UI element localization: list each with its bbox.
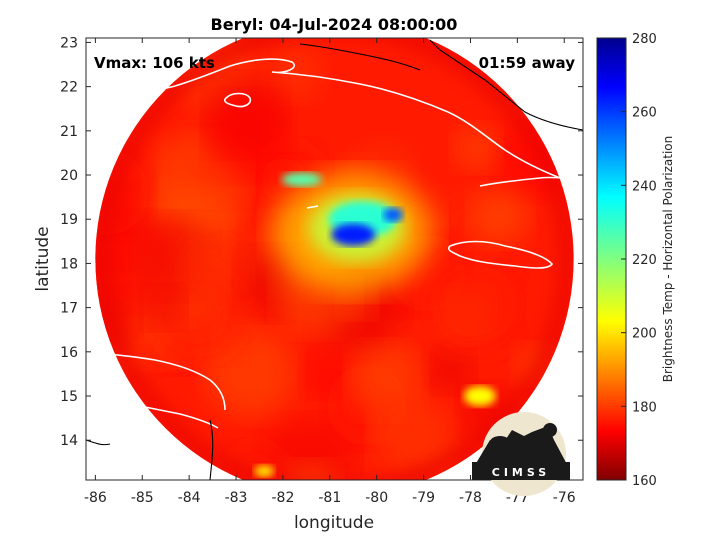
feature-eyewall-core-east (383, 207, 404, 222)
x-tick-label: -84 (178, 490, 201, 506)
y-tick-label: 19 (60, 212, 78, 228)
x-tick-label: -83 (225, 490, 248, 506)
x-tick-label: -85 (131, 490, 154, 506)
y-tick-label: 17 (60, 301, 78, 317)
vmax-annotation: Vmax: 106 kts (94, 54, 215, 72)
coast-honduras (86, 351, 226, 411)
colorbar-ticks: 160 180 200 220 240 260 280 (621, 32, 657, 489)
swath-texture-blob (372, 396, 453, 477)
swath-texture-blob (182, 237, 249, 304)
chart-title: Beryl: 04-Jul-2024 08:00:00 (211, 15, 458, 34)
swath-texture-blob (453, 124, 500, 171)
feature-eyewall-core-south (331, 223, 376, 246)
coast-jamaica (447, 240, 554, 269)
logo-text: CIMSS (492, 466, 550, 479)
colorbar-label: Brightness Temp - Horizontal Polarizatio… (661, 136, 675, 383)
swath-texture-blob (426, 344, 474, 393)
coast-black-south (209, 419, 214, 480)
x-tick-label: -81 (318, 490, 341, 506)
swath-texture-blob (470, 186, 531, 246)
colorbar-tick-label: 260 (632, 106, 657, 121)
colorbar-tick-label: 160 (632, 474, 657, 489)
swath-texture-blob (281, 462, 339, 480)
y-axis: 14 15 16 17 18 19 20 21 22 23 (60, 35, 583, 449)
x-tick-label: -80 (365, 490, 388, 506)
coastlines-white (86, 58, 583, 429)
x-tick-label: -82 (271, 490, 294, 506)
x-axis-label: longitude (294, 513, 374, 533)
feature-southwest-spot (254, 465, 275, 478)
swath-texture-blob (204, 326, 296, 419)
coast-hispaniola (479, 176, 583, 187)
coast-black-sw (86, 439, 111, 446)
away-annotation: 01:59 away (479, 54, 576, 72)
axes-box (85, 37, 584, 481)
x-tick-label: -78 (459, 490, 482, 506)
swath-layer (86, 38, 583, 480)
y-tick-label: 20 (60, 168, 78, 184)
feature-north-band (281, 172, 322, 187)
swath-edge (95, 38, 574, 480)
swath-texture-blob (142, 286, 185, 329)
y-tick-label: 23 (60, 35, 78, 51)
colorbar-tick-label: 200 (632, 327, 657, 342)
y-tick-label: 14 (60, 433, 78, 449)
logo-banner (472, 462, 570, 480)
coast-cayman (306, 205, 319, 209)
y-tick-label: 21 (60, 124, 78, 140)
swath-texture-blob (222, 303, 261, 342)
coastlines-black (86, 39, 583, 480)
y-tick-label: 22 (60, 80, 78, 96)
colorbar-tick-label: 180 (632, 400, 657, 415)
coast-cuba (229, 58, 583, 185)
coast-black-north (299, 43, 421, 71)
coast-black-bahamas (429, 39, 583, 131)
colorbar-tick-label: 240 (632, 179, 657, 194)
y-axis-label: latitude (33, 226, 53, 291)
feature-southeast-band (463, 386, 496, 407)
logo-dish-icon (490, 436, 510, 448)
x-tick-label: -79 (412, 490, 435, 506)
x-tick-label: -76 (553, 490, 576, 506)
storm-features (254, 172, 496, 478)
colorbar-tick-label: 220 (632, 253, 657, 268)
x-tick-label: -86 (84, 490, 107, 506)
swath-texture-blob (266, 43, 324, 101)
coast-cuba-west (134, 65, 231, 97)
coast-nicaragua (86, 394, 219, 429)
y-tick-label: 18 (60, 256, 78, 272)
y-tick-label: 15 (60, 389, 78, 405)
colorbar-tick-label: 280 (632, 32, 657, 47)
cimss-logo: CIMSS (472, 412, 570, 496)
coast-isla-juventud (223, 92, 252, 108)
swath-texture-blob (206, 95, 290, 179)
logo-tower-icon (543, 423, 557, 437)
y-tick-label: 16 (60, 345, 78, 361)
swath-texture-blob (424, 257, 520, 354)
